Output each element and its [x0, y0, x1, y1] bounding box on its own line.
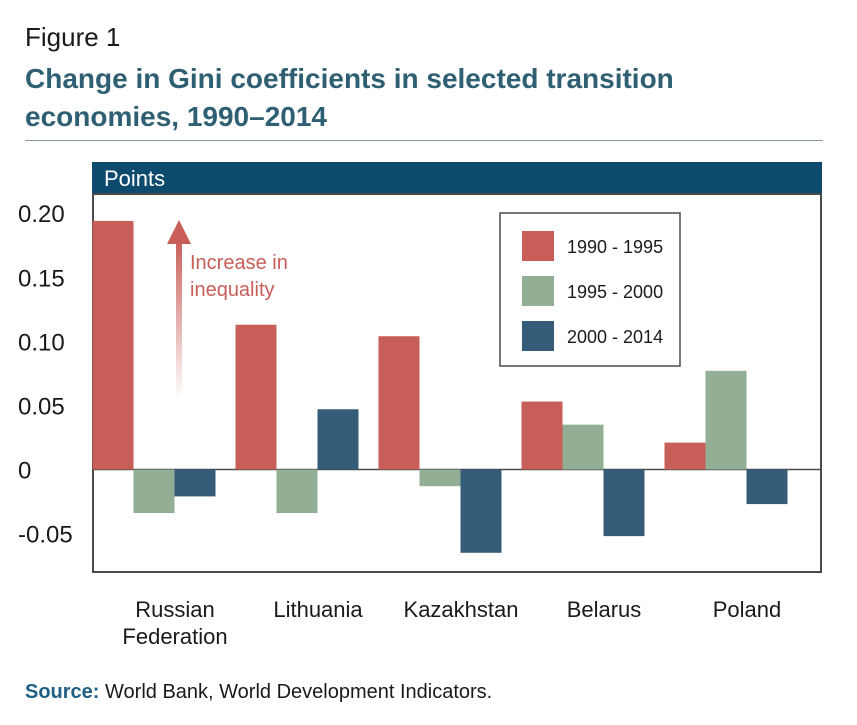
legend-swatch: [522, 321, 554, 351]
bar: [419, 469, 461, 487]
legend: 1990 - 1995 1995 - 2000 2000 - 2014: [499, 212, 681, 367]
bar: [705, 370, 747, 470]
y-tick-label: 0.05: [18, 393, 65, 420]
bar: [378, 336, 420, 470]
y-tick-label: 0.10: [18, 329, 65, 356]
bar: [276, 469, 318, 514]
x-tick-label: Lithuania: [273, 597, 363, 622]
bar: [92, 220, 134, 470]
legend-swatch: [522, 276, 554, 306]
bar: [664, 442, 706, 470]
bar: [603, 469, 645, 537]
bar: [521, 401, 563, 470]
up-arrow-icon: [167, 220, 191, 244]
bar: [562, 424, 604, 470]
x-tick-label: Kazakhstan: [404, 597, 519, 622]
y-tick-label: 0.20: [18, 201, 65, 228]
legend-label: 1990 - 1995: [567, 237, 663, 257]
y-tick-label: -0.05: [18, 522, 73, 549]
bar: [174, 469, 216, 497]
source-label: Source:: [25, 681, 100, 703]
x-tick-label: Russian: [135, 597, 214, 622]
bar: [746, 469, 788, 505]
arrow-shaft: [176, 238, 182, 400]
annotation: Increase in inequality: [167, 220, 288, 400]
annotation-line-1: Increase in: [190, 252, 288, 274]
bars-group: [92, 220, 788, 553]
bar: [235, 324, 277, 470]
y-axis: 0.20 0.15 0.10 0.05 0 -0.05: [18, 201, 73, 548]
y-tick-label: 0.15: [18, 265, 65, 292]
x-tick-label: Federation: [122, 624, 227, 649]
bar: [133, 469, 175, 514]
y-tick-label: 0: [18, 457, 31, 484]
annotation-line-2: inequality: [190, 279, 275, 301]
x-tick-label: Belarus: [567, 597, 642, 622]
figure-label: Figure 1: [25, 22, 121, 52]
legend-label: 1995 - 2000: [567, 282, 663, 302]
chart-title: Change in Gini coefficients in selected …: [25, 63, 674, 132]
bar: [460, 469, 502, 553]
source-text: World Bank, World Development Indicators…: [105, 681, 493, 703]
legend-swatch: [522, 231, 554, 261]
header-band: [92, 162, 822, 194]
title-divider: [25, 140, 823, 141]
x-tick-label: Poland: [713, 597, 782, 622]
bar: [317, 409, 359, 470]
y-axis-unit-label: Points: [104, 166, 165, 191]
legend-label: 2000 - 2014: [567, 327, 663, 347]
source-note: Source: World Bank, World Development In…: [25, 681, 492, 704]
